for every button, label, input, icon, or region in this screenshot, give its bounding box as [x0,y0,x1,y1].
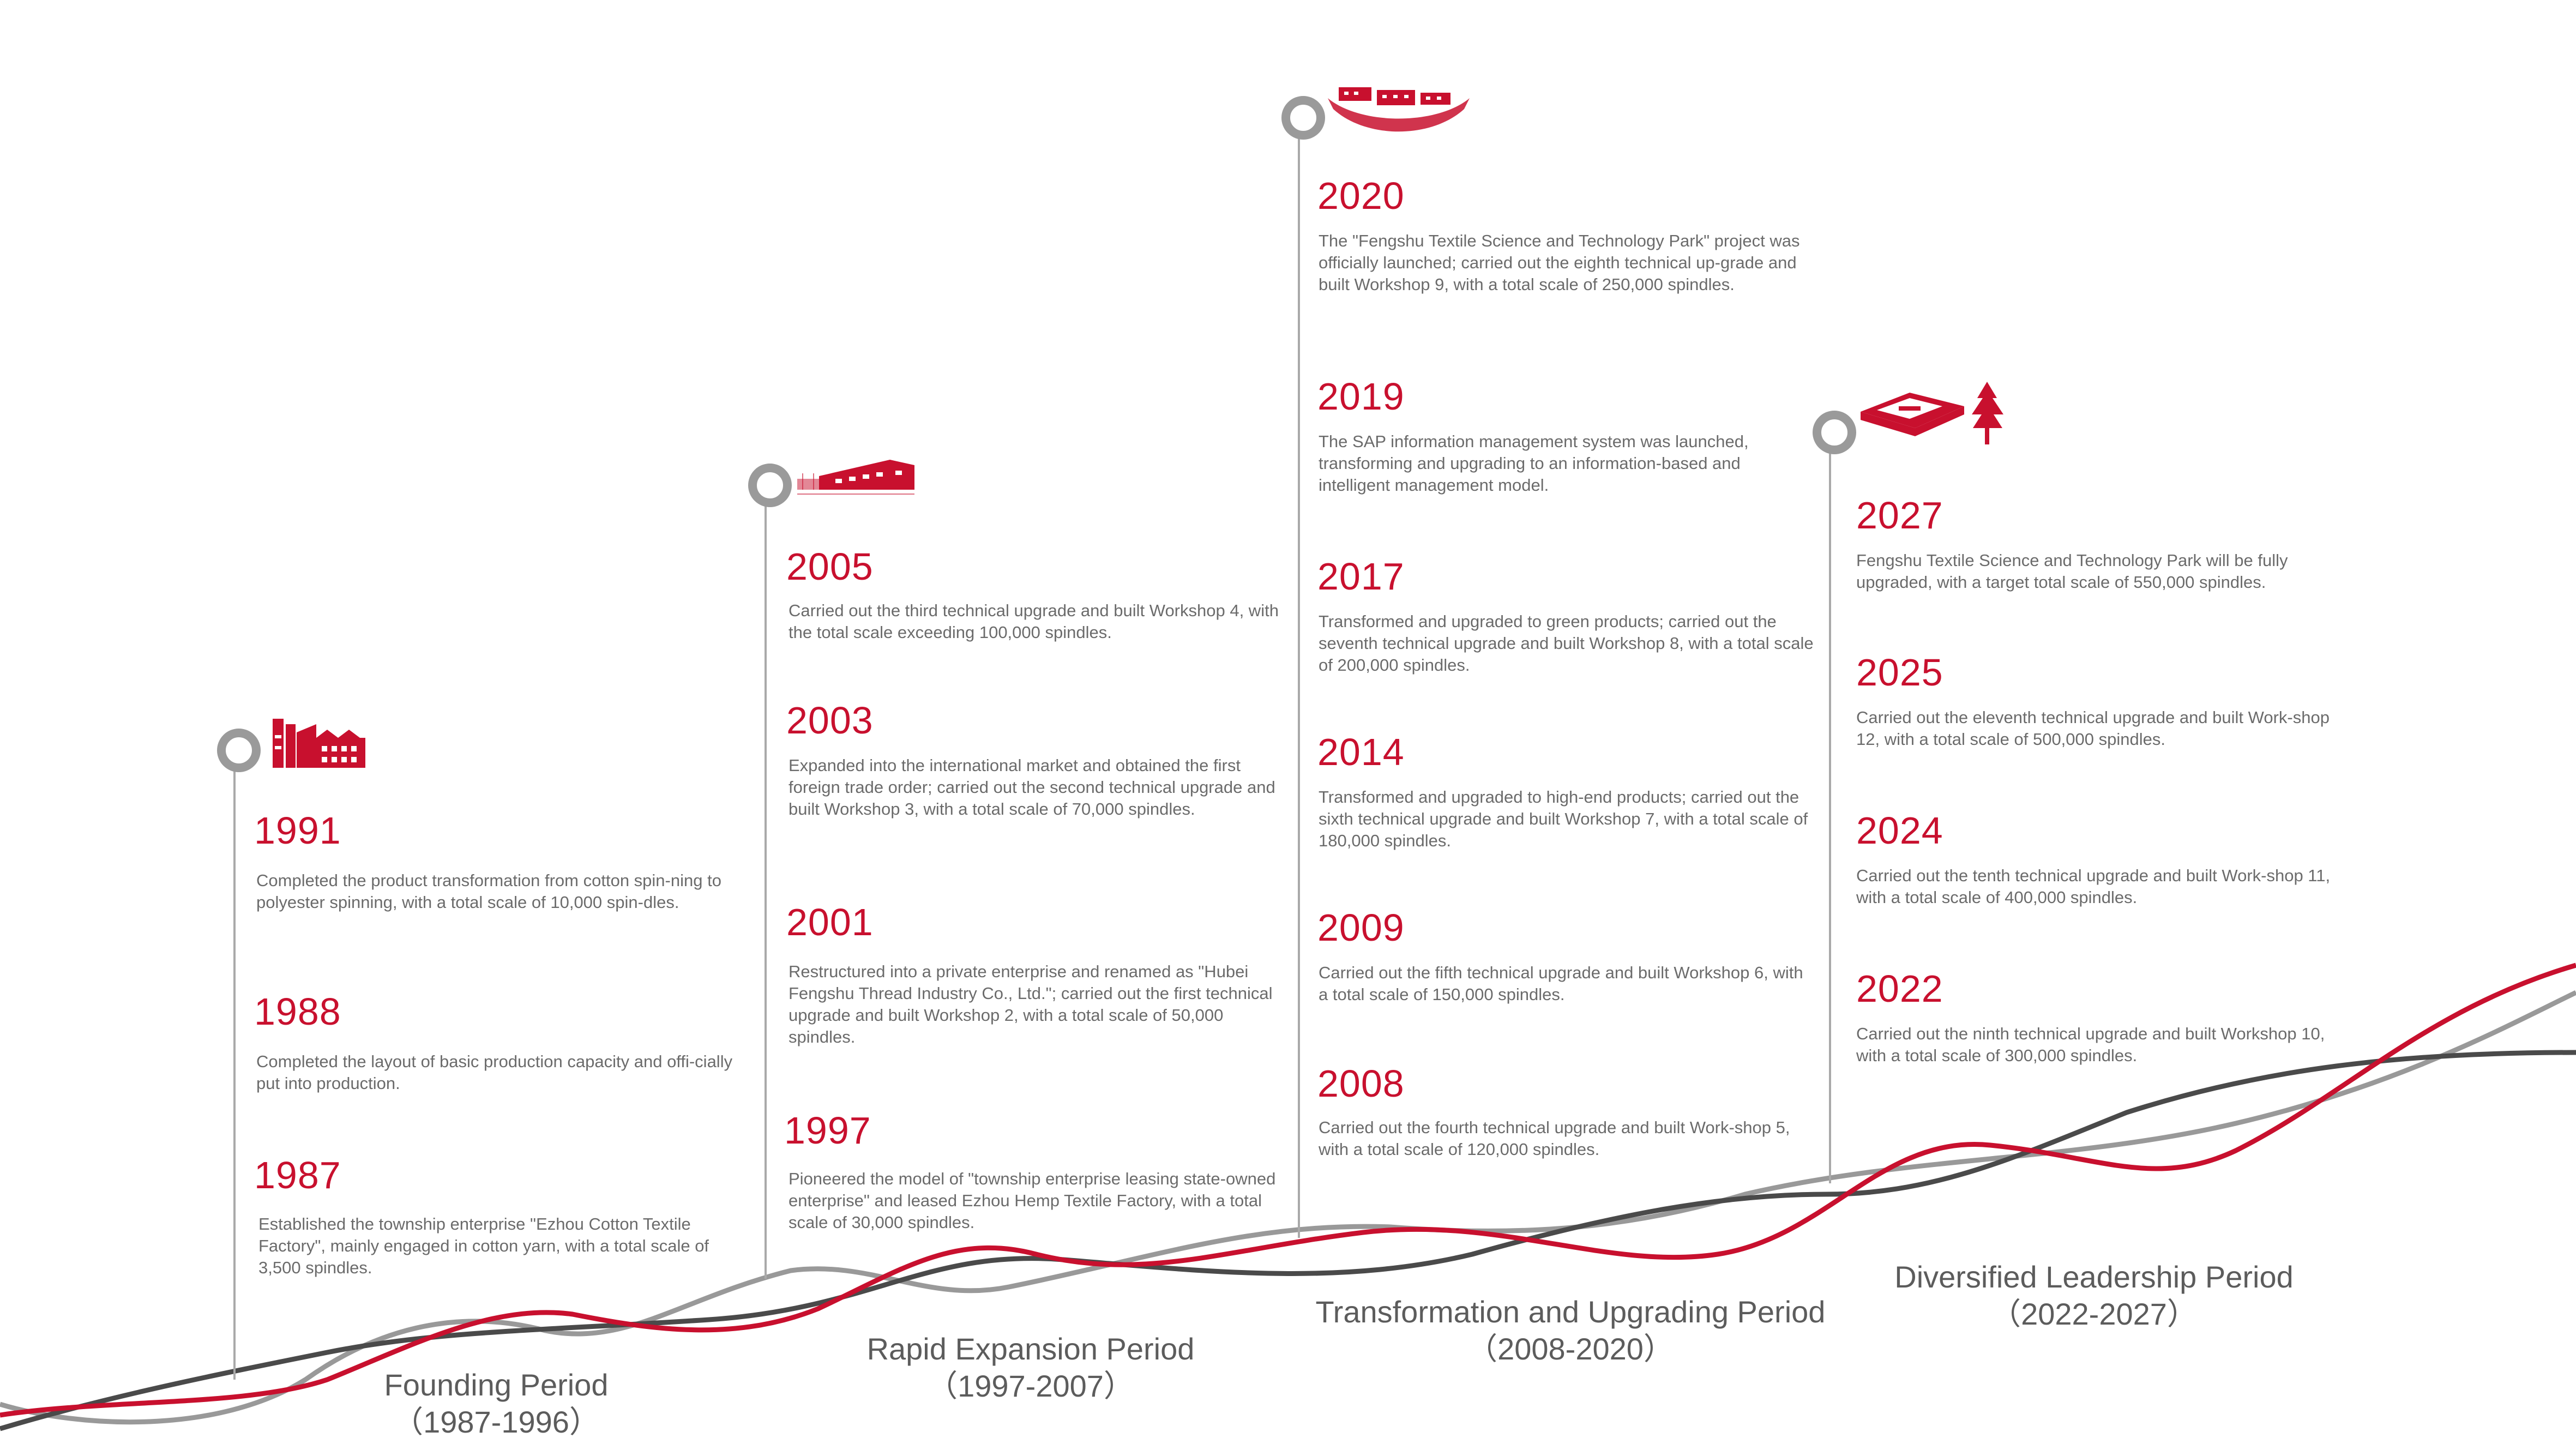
red-wave [0,962,2576,1418]
event-year: 1988 [254,990,341,1033]
event-text: Carried out the ninth technical upgrade … [1856,1024,2325,1065]
event-text: The SAP information management system wa… [1319,432,1749,495]
event-year: 2024 [1856,809,1943,852]
event-year: 1987 [254,1154,341,1196]
event-text: Completed the product transformation fro… [256,871,721,912]
science-park-tree-icon [1861,382,2003,444]
workshop-building-icon [797,460,914,495]
dark-wave [0,1050,2576,1431]
marker-diversified [1813,411,1856,454]
period-range: （1987-1996） [393,1405,600,1439]
period-name: Rapid Expansion Period [866,1332,1195,1366]
event-year: 2022 [1856,967,1943,1010]
event-text: Expanded into the international market a… [789,756,1275,819]
event-text: Carried out the eleventh technical upgra… [1856,708,2330,749]
event-year: 2008 [1317,1062,1405,1105]
event-year: 2025 [1856,651,1943,694]
event-year: 2027 [1856,494,1943,537]
event-text: Carried out the tenth technical upgrade … [1856,866,2331,907]
event-year: 2014 [1317,731,1405,773]
event-year: 2017 [1317,555,1405,598]
event-text: Established the township enterprise "Ezh… [258,1214,709,1277]
event-text: The "Fengshu Textile Science and Technol… [1319,231,1800,294]
stem-founding [233,762,236,1380]
factory-icon [273,719,365,768]
event-text: Pioneered the model of "township enterpr… [789,1169,1276,1232]
event-year: 1991 [254,809,341,852]
marker-expansion [748,464,792,507]
period-label-diversified: Diversified Leadership Period （2022-2027… [1821,1259,2367,1333]
period-name: Transformation and Upgrading Period [1315,1295,1826,1329]
event-year: 2005 [786,545,874,588]
event-text: Transformed and upgraded to green produc… [1319,612,1814,675]
event-text: Carried out the fifth technical upgrade … [1319,963,1803,1004]
event-year: 2020 [1317,175,1405,217]
marker-transformation [1281,96,1325,140]
event-text: Transformed and upgraded to high-end pro… [1319,787,1808,850]
aerial-park-icon [1328,87,1470,132]
period-range: （2008-2020） [1467,1332,1674,1366]
event-year: 2009 [1317,906,1405,949]
period-label-transformation: Transformation and Upgrading Period （200… [1271,1293,1870,1368]
period-range: （2022-2027） [1990,1297,2198,1331]
period-label-expansion: Rapid Expansion Period （1997-2007） [785,1331,1276,1405]
stem-diversified [1829,443,1831,1183]
period-range: （1997-2007） [927,1369,1134,1403]
event-year: 2019 [1317,375,1405,418]
event-text: Carried out the fourth technical upgrade… [1319,1118,1790,1159]
event-text: Completed the layout of basic production… [256,1052,733,1093]
period-name: Diversified Leadership Period [1894,1260,2294,1294]
stem-transformation [1298,130,1300,1238]
event-year: 1997 [784,1109,871,1152]
event-year: 2003 [786,699,874,742]
stem-expansion [765,498,767,1279]
gray-wave [0,990,2576,1425]
period-name: Founding Period [384,1368,609,1402]
period-label-founding: Founding Period （1987-1996） [305,1367,687,1441]
event-text: Carried out the third technical upgrade … [789,601,1279,642]
event-text: Fengshu Textile Science and Technology P… [1856,551,2288,592]
marker-founding [217,729,261,772]
event-text: Restructured into a private enterprise a… [789,962,1273,1046]
event-year: 2001 [786,901,874,943]
